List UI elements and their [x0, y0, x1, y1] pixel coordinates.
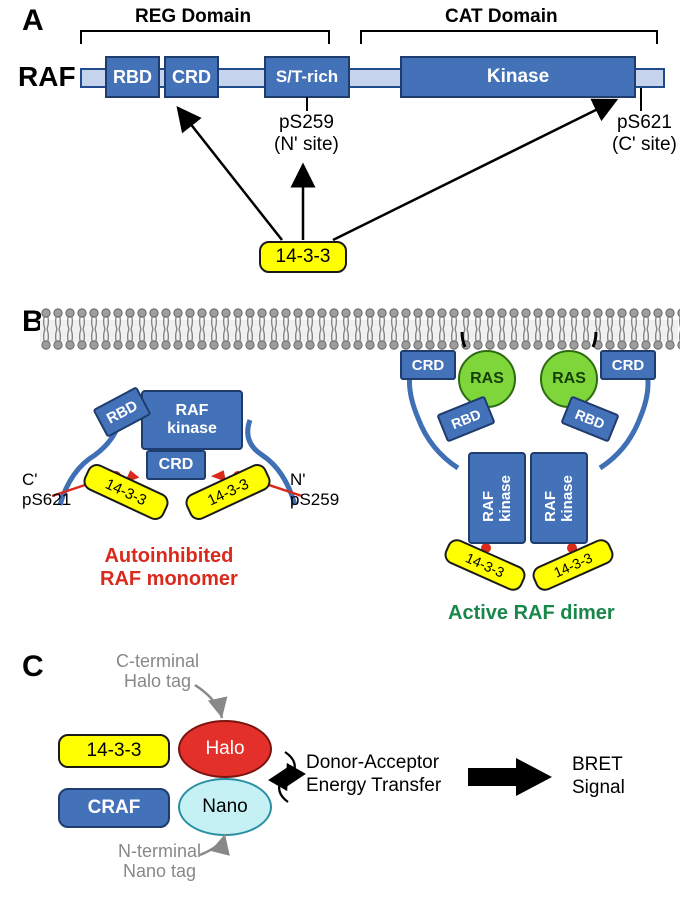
nano-oval: Nano — [178, 778, 272, 836]
mono-crd-text: CRD — [159, 456, 194, 474]
membrane — [0, 0, 699, 700]
ras-left: RAS — [458, 350, 516, 408]
c-yellow: 14-3-3 — [58, 734, 170, 768]
nano-text: Nano — [202, 796, 247, 818]
ras-left-text: RAS — [470, 370, 504, 388]
kinase-domain: Kinase — [400, 56, 636, 98]
craf-text: CRAF — [88, 797, 141, 819]
n-tag-label: N-terminal Nano tag — [118, 842, 201, 882]
y1433-a-text: 14-3-3 — [276, 246, 331, 268]
dimer-rbd-r: RBD — [560, 395, 619, 442]
lipid-bilayer — [40, 308, 680, 352]
c-tag-label: C-terminal Halo tag — [116, 652, 199, 692]
strich-text: S/T-rich — [276, 67, 338, 87]
dimer-rbd-l: RBD — [436, 395, 495, 442]
dimer-kinase-r: RAF kinase — [530, 452, 588, 544]
cat-domain-label: CAT Domain — [445, 6, 558, 28]
rbd-text: RBD — [113, 67, 152, 88]
mono-caption: Autoinhibited RAF monomer — [100, 545, 238, 591]
bret-label: BRET Signal — [572, 754, 625, 800]
reg-bracket — [80, 30, 330, 44]
halo-text: Halo — [205, 738, 244, 760]
bilayer — [40, 308, 680, 350]
crd-text: CRD — [172, 67, 211, 88]
mono-kinase-text: RAF kinase — [167, 402, 217, 437]
dimer-kinase-r-text: RAF kinase — [542, 475, 575, 522]
donor-label: Donor-Acceptor Energy Transfer — [306, 752, 441, 798]
ras-right-text: RAS — [552, 370, 586, 388]
raf-text: RAF — [18, 61, 76, 93]
dimer-y2-text: 14-3-3 — [551, 549, 594, 580]
n-tick — [306, 97, 308, 111]
dimer-rbd-l-text: RBD — [449, 406, 483, 432]
dimer-rbd-r-text: RBD — [573, 406, 607, 432]
n-site-label: pS259 (N' site) — [274, 112, 339, 156]
mono-y2-text: 14-3-3 — [205, 475, 251, 509]
craf-box: CRAF — [58, 788, 170, 828]
c-tick — [640, 88, 642, 111]
dimer-y1: 14-3-3 — [441, 536, 528, 594]
mono-y1-text: 14-3-3 — [103, 475, 149, 509]
c-yellow-text: 14-3-3 — [87, 740, 142, 762]
y1433-a: 14-3-3 — [259, 241, 347, 273]
mono-cprime: C' pS621 — [22, 470, 71, 509]
crd-domain: CRD — [164, 56, 219, 98]
dimer-caption: Active RAF dimer — [448, 602, 615, 625]
cat-bracket — [360, 30, 658, 44]
mono-nprime: N' pS259 — [290, 470, 339, 509]
dimer-y1-text: 14-3-3 — [463, 549, 506, 580]
dimer-crd-l: CRD — [400, 350, 456, 380]
mono-crd: CRD — [146, 450, 206, 480]
dimer-y2: 14-3-3 — [529, 536, 616, 594]
panel-a-arrows — [0, 0, 699, 300]
mono-kinase: RAF kinase — [141, 390, 243, 450]
dimer-crd-l-text: CRD — [412, 357, 445, 374]
dimer-crd-r-text: CRD — [612, 357, 645, 374]
dimer-kinase-l: RAF kinase — [468, 452, 526, 544]
mono-rbd-text: RBD — [104, 397, 141, 427]
dimer-crd-r: CRD — [600, 350, 656, 380]
halo-oval: Halo — [178, 720, 272, 778]
panel-c-label: C — [22, 650, 44, 684]
reg-domain-label: REG Domain — [135, 6, 251, 28]
c-site-label: pS621 (C' site) — [612, 112, 677, 156]
panel-a-label: A — [22, 4, 44, 38]
kinase-text: Kinase — [487, 66, 549, 88]
panel-b-label: B — [22, 305, 44, 339]
strich-domain: S/T-rich — [264, 56, 350, 98]
rbd-domain: RBD — [105, 56, 160, 98]
dimer-kinase-l-text: RAF kinase — [480, 475, 513, 522]
